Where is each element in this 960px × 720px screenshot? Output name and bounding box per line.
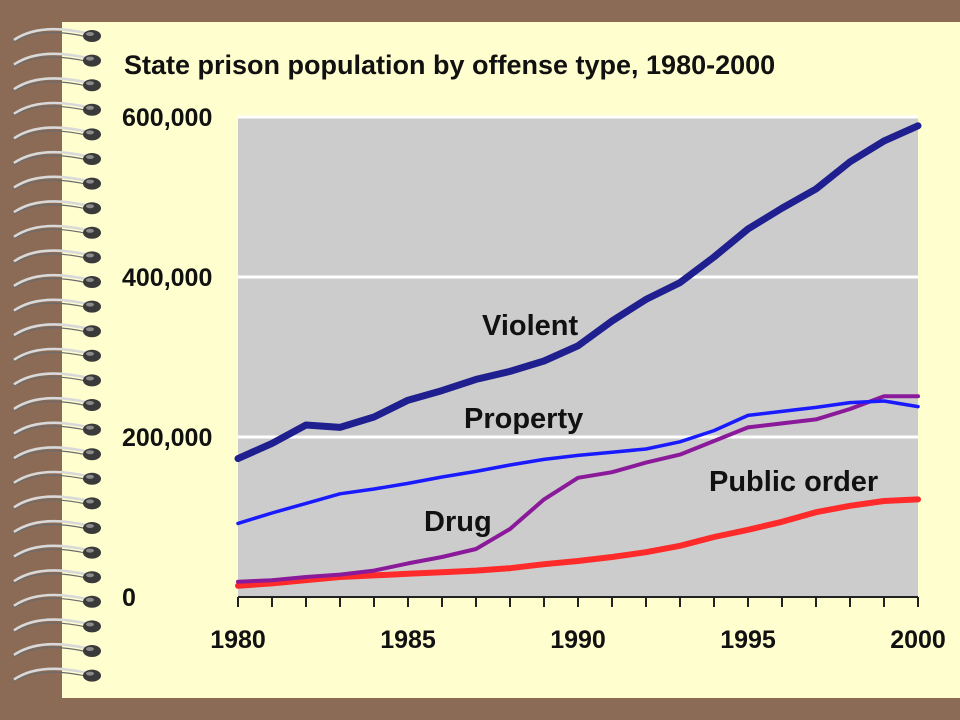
y-tick-label: 400,000 <box>122 264 212 292</box>
spiral-ring <box>13 224 101 240</box>
y-tick-label: 200,000 <box>122 424 212 452</box>
series-label-property: Property <box>464 403 583 435</box>
spiral-ring <box>13 347 101 363</box>
spiral-ring <box>13 175 101 191</box>
spiral-ring <box>13 396 101 412</box>
series-label-drug: Drug <box>424 506 492 538</box>
x-tick-label: 2000 <box>890 626 946 654</box>
spiral-ring <box>13 593 101 609</box>
series-label-violent: Violent <box>482 310 578 342</box>
spiral-ring <box>13 126 101 141</box>
spiral-ring <box>13 372 101 387</box>
y-tick-label: 600,000 <box>122 104 212 132</box>
y-tick-label: 0 <box>122 584 136 612</box>
spiral-ring <box>13 150 101 166</box>
series-line-drug <box>236 394 920 584</box>
chart-title: State prison population by offense type,… <box>124 50 775 80</box>
spiral-ring <box>13 495 101 510</box>
spiral-ring <box>13 446 101 461</box>
x-tick-label: 1990 <box>550 626 606 654</box>
spiral-ring <box>13 249 101 264</box>
series-label-public-order: Public order <box>709 466 878 498</box>
spiral-binding <box>13 27 101 683</box>
spiral-ring <box>13 470 101 486</box>
series-line-public-order <box>235 496 921 589</box>
spiral-ring <box>13 569 101 584</box>
spiral-ring <box>13 298 101 314</box>
spiral-ring <box>13 27 101 43</box>
spiral-ring <box>13 618 101 633</box>
spiral-ring <box>13 519 101 535</box>
spiral-ring <box>13 101 101 117</box>
spiral-ring <box>13 77 101 92</box>
x-tick-label: 1980 <box>210 626 266 654</box>
x-tick-label: 1995 <box>720 626 776 654</box>
spiral-ring <box>13 667 101 683</box>
spiral-ring <box>13 544 101 560</box>
series-line-violent <box>234 122 922 463</box>
spiral-ring <box>13 323 101 338</box>
spiral-ring <box>13 421 101 437</box>
spiral-ring <box>13 273 101 289</box>
spiral-ring <box>13 200 101 215</box>
x-tick-label: 1985 <box>380 626 436 654</box>
spiral-ring <box>13 642 101 658</box>
spiral-ring <box>13 52 101 68</box>
series-line-property <box>236 399 920 526</box>
